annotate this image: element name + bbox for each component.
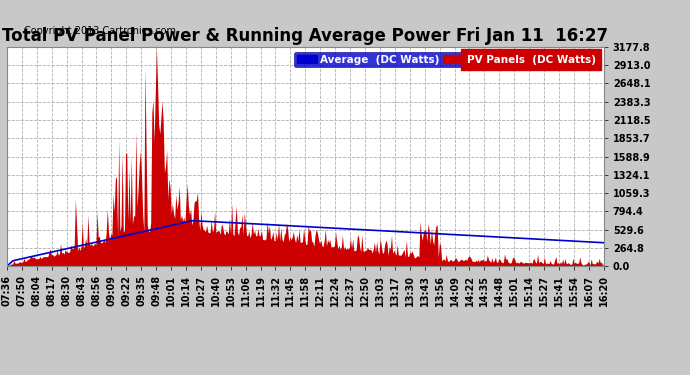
Text: Copyright 2013 Cartronics.com: Copyright 2013 Cartronics.com — [24, 26, 176, 36]
Title: Total PV Panel Power & Running Average Power Fri Jan 11  16:27: Total PV Panel Power & Running Average P… — [2, 27, 609, 45]
Legend: Average  (DC Watts), PV Panels  (DC Watts): Average (DC Watts), PV Panels (DC Watts) — [294, 52, 598, 67]
